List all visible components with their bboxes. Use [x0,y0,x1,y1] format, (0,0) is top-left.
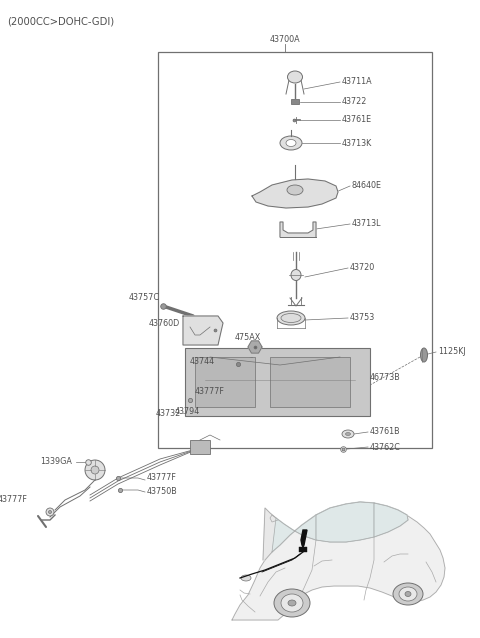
Ellipse shape [276,359,280,364]
Polygon shape [301,530,307,547]
Ellipse shape [339,359,345,364]
Polygon shape [272,515,316,552]
Ellipse shape [280,136,302,150]
Text: 43722: 43722 [342,98,367,107]
Text: 84640E: 84640E [352,181,382,189]
Ellipse shape [207,364,223,380]
Bar [195,357,255,407]
Polygon shape [263,502,408,560]
Text: 43744: 43744 [190,357,215,366]
Ellipse shape [399,587,417,601]
Ellipse shape [91,466,99,474]
Ellipse shape [288,600,296,606]
Text: 46773B: 46773B [370,373,401,383]
Text: 43732: 43732 [156,408,181,417]
Ellipse shape [277,311,305,325]
Bar [299,547,307,552]
Polygon shape [232,502,445,620]
Text: 43777F: 43777F [195,387,225,396]
Ellipse shape [276,392,280,397]
Text: 43760D: 43760D [149,318,180,327]
Ellipse shape [346,433,350,436]
Ellipse shape [339,392,345,397]
Ellipse shape [281,313,301,322]
Ellipse shape [245,392,251,397]
Ellipse shape [241,575,251,581]
Text: 43777F: 43777F [147,473,177,482]
Text: 43761B: 43761B [370,427,401,436]
Ellipse shape [405,591,411,597]
Text: 43762C: 43762C [370,443,401,452]
Ellipse shape [46,508,54,516]
Text: 43794: 43794 [175,408,200,417]
Text: 43753: 43753 [350,313,375,322]
Bar [270,357,350,407]
Text: 475AX: 475AX [235,334,261,343]
Ellipse shape [197,359,203,364]
Ellipse shape [287,185,303,195]
Ellipse shape [211,368,219,376]
Polygon shape [316,502,374,542]
Ellipse shape [281,594,303,612]
Ellipse shape [197,392,203,397]
Text: 43750B: 43750B [147,487,178,496]
Text: 43777F: 43777F [0,496,28,505]
Ellipse shape [288,71,302,83]
Polygon shape [183,316,223,345]
Polygon shape [374,503,408,537]
Text: 43713L: 43713L [352,219,382,228]
Text: 43711A: 43711A [342,77,372,87]
Bar [158,52,432,448]
Text: 43757C: 43757C [129,293,160,302]
Text: 43720: 43720 [350,263,375,272]
Polygon shape [280,222,316,237]
Bar [190,440,210,454]
Bar [185,348,370,416]
Ellipse shape [420,348,428,362]
Bar [291,99,299,104]
Ellipse shape [48,510,51,514]
Ellipse shape [286,140,296,147]
Ellipse shape [245,359,251,364]
Ellipse shape [291,269,301,281]
Text: 43761E: 43761E [342,115,372,124]
Ellipse shape [342,430,354,438]
Text: 1125KJ: 1125KJ [438,348,466,357]
Text: (2000CC>DOHC-GDI): (2000CC>DOHC-GDI) [7,16,114,26]
Ellipse shape [85,460,105,480]
Ellipse shape [393,583,423,605]
Text: 43700A: 43700A [270,35,300,44]
Polygon shape [248,341,262,353]
Ellipse shape [274,589,310,617]
Polygon shape [252,179,338,208]
Text: 43713K: 43713K [342,138,372,147]
Text: 1339GA: 1339GA [40,457,72,466]
